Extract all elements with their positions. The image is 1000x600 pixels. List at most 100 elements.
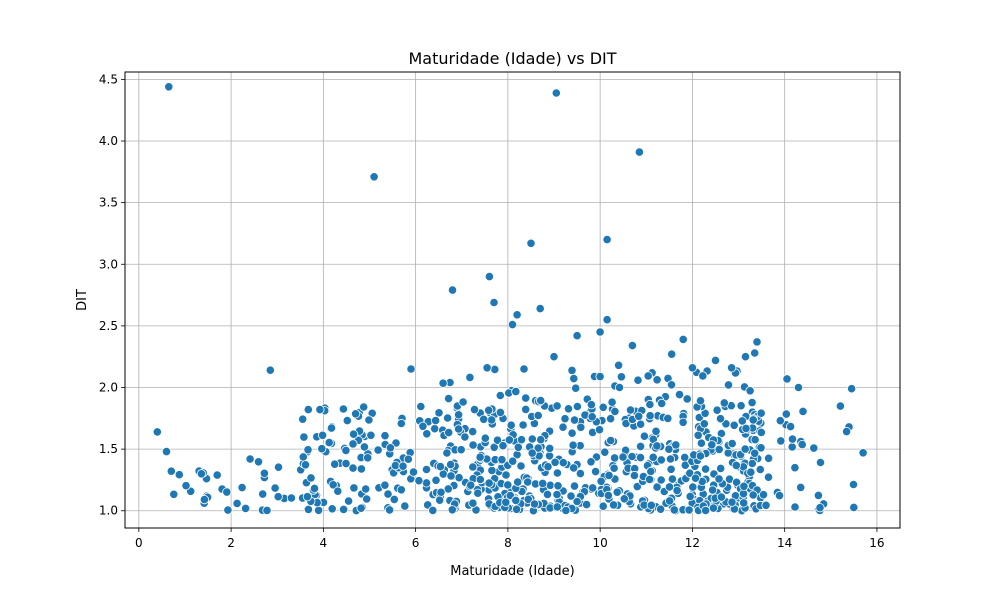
data-point [793,382,804,393]
data-point [776,436,786,446]
data-point [507,319,518,330]
data-point [625,405,636,415]
data-point [568,440,578,450]
data-point [700,505,711,516]
data-point [169,489,179,499]
data-point [707,485,718,495]
data-point [587,412,597,422]
data-point [223,505,233,515]
data-point [324,437,334,448]
data-point [652,482,662,492]
data-point [523,494,533,504]
data-point [634,411,644,421]
data-point [369,172,379,182]
x-tick-label: 14 [777,536,792,550]
data-point [645,411,655,421]
x-tick-label: 0 [135,536,143,550]
data-point [406,364,416,374]
data-point [648,452,658,462]
data-point [166,466,176,476]
data-point [690,473,701,483]
axes-frame [124,71,901,529]
data-point [431,475,441,485]
data-point [196,469,206,479]
data-point [748,490,758,500]
x-tick-label: 16 [869,536,884,550]
data-point [737,416,747,426]
data-point [390,460,400,471]
data-point [443,393,454,404]
data-point [586,457,596,467]
data-point [609,463,619,473]
data-point [328,480,338,490]
data-point [667,349,677,359]
y-tick-label: 1.5 [99,442,118,456]
data-point [511,495,521,505]
data-point [634,147,645,157]
data-point [782,374,792,384]
data-point [364,415,374,425]
data-point [646,466,656,477]
data-point [616,372,627,382]
data-point [571,383,581,393]
data-point [484,271,494,282]
data-point [508,456,518,466]
data-point [468,462,478,472]
data-point [436,487,446,497]
data-point [672,485,682,496]
data-point [774,490,785,501]
data-point [752,337,762,347]
data-point [303,404,313,415]
data-point [700,464,711,474]
data-point [731,460,741,470]
data-point [338,504,349,514]
data-point [359,402,369,412]
data-point [542,489,553,499]
data-point [428,505,438,515]
data-point [552,468,563,478]
data-point [545,480,555,490]
data-point [756,427,766,437]
data-point [572,496,582,507]
data-point [258,489,268,499]
x-tick-label: 10 [593,536,608,550]
data-point [237,482,247,493]
data-point [385,443,395,453]
data-point [484,478,494,488]
data-point [326,423,337,433]
data-point [490,364,500,374]
data-point [787,442,797,452]
x-tick-label: 4 [320,536,328,550]
data-point [518,420,528,430]
data-point [797,439,807,450]
data-point [551,88,561,98]
data-point [727,438,737,449]
data-point [645,399,655,410]
data-point [317,444,327,454]
data-point [327,504,337,514]
data-point [763,472,774,482]
data-point [174,470,184,480]
data-points [152,82,868,516]
data-point [595,371,605,382]
data-point [333,486,343,496]
data-point [687,363,698,373]
data-point [536,435,546,445]
data-point [313,505,324,515]
data-point [330,459,340,469]
data-point [521,404,531,414]
data-point [222,487,232,497]
data-point [727,497,737,507]
data-point [758,490,769,500]
data-point [756,443,766,453]
data-point [561,505,571,516]
data-point [614,382,625,393]
data-point [383,489,393,499]
data-point [465,372,475,382]
data-point [656,455,666,465]
data-point [164,82,174,92]
data-point [552,489,562,500]
y-tick-label: 2.0 [99,381,118,395]
data-point [756,408,766,418]
